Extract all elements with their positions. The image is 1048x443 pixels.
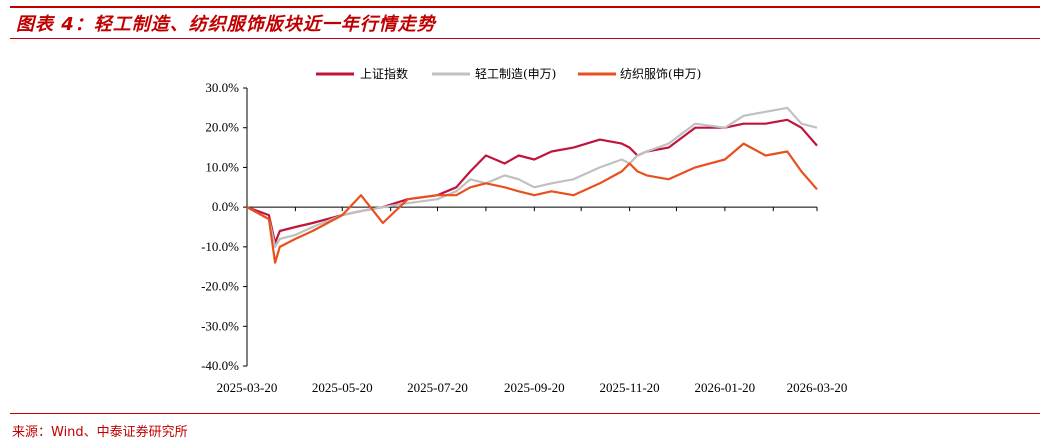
bottom-rule <box>10 413 1040 414</box>
x-tick-label: 2025-11-20 <box>600 380 660 395</box>
y-tick-label: 20.0% <box>205 120 239 135</box>
x-tick-label: 2025-07-20 <box>407 380 468 395</box>
y-tick-label: 30.0% <box>205 80 239 95</box>
x-tick-label: 2026-03-20 <box>787 380 848 395</box>
legend-label-1: 上证指数 <box>360 66 408 81</box>
top-rule <box>10 6 1040 8</box>
x-tick-label: 2025-03-20 <box>217 380 278 395</box>
legend-label-2: 轻工制造(申万) <box>475 67 556 81</box>
legend-label-3: 纺织服饰(申万) <box>620 67 701 81</box>
series-line-3 <box>246 142 818 264</box>
x-tick-label: 2025-09-20 <box>504 380 565 395</box>
series-line-2 <box>246 106 818 248</box>
title-rule <box>10 38 1040 39</box>
y-tick-label: 10.0% <box>205 159 239 174</box>
y-tick-label: -20.0% <box>201 279 239 294</box>
figure-title: 图表 4：轻工制造、纺织服饰版块近一年行情走势 <box>16 14 436 35</box>
x-tick-label: 2025-05-20 <box>312 380 373 395</box>
y-tick-label: -40.0% <box>201 358 239 373</box>
y-tick-label: -30.0% <box>201 318 239 333</box>
y-tick-label: 0.0% <box>212 199 239 214</box>
source-note: 来源：Wind、中泰证券研究所 <box>12 425 188 440</box>
series-line-1 <box>246 118 818 244</box>
x-tick-label: 2026-01-20 <box>695 380 756 395</box>
y-tick-label: -10.0% <box>201 239 239 254</box>
